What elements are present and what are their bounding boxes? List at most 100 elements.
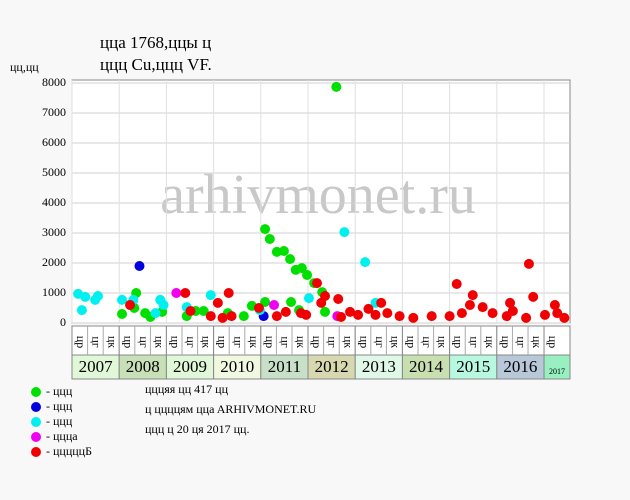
period-label: цр bbox=[404, 336, 418, 348]
data-point bbox=[134, 261, 145, 271]
data-point bbox=[303, 293, 314, 304]
data-point bbox=[150, 308, 161, 319]
data-point bbox=[301, 309, 312, 320]
legend-marker bbox=[31, 447, 41, 457]
legend-label: - ццц bbox=[46, 399, 73, 413]
data-point bbox=[336, 312, 347, 322]
data-point bbox=[260, 224, 271, 235]
data-point bbox=[382, 308, 393, 319]
data-point bbox=[180, 288, 191, 298]
note: ц ццццям ццa ARHIVMONET.RU bbox=[145, 402, 317, 416]
data-point bbox=[528, 291, 539, 302]
data-point bbox=[333, 294, 344, 304]
watermark: arhivmonet.ru bbox=[160, 164, 476, 226]
data-point bbox=[507, 306, 518, 316]
data-point bbox=[296, 263, 307, 274]
data-point bbox=[198, 306, 209, 316]
period-row bbox=[118, 325, 167, 356]
note: ццц ц 20 ця 2017 цц. bbox=[145, 422, 249, 436]
data-point bbox=[158, 300, 169, 310]
period-label: цр bbox=[121, 336, 135, 348]
data-point bbox=[345, 306, 356, 317]
period-row bbox=[260, 325, 309, 356]
data-point bbox=[456, 308, 467, 319]
data-point bbox=[92, 291, 103, 301]
legend-label: - ццц bbox=[46, 384, 73, 398]
y-tick-label: 8000 bbox=[42, 75, 66, 89]
data-point bbox=[363, 303, 374, 314]
period-label: цр bbox=[357, 336, 371, 348]
period-label: цг bbox=[373, 336, 387, 347]
data-point bbox=[185, 306, 196, 316]
data-point bbox=[260, 297, 271, 307]
period-row bbox=[543, 325, 571, 356]
period-label: цг bbox=[278, 336, 292, 347]
period-label: цк bbox=[152, 336, 166, 348]
data-point bbox=[253, 303, 264, 313]
y-tick-label: 4000 bbox=[42, 195, 66, 209]
period-label: цк bbox=[388, 336, 402, 348]
period-row bbox=[354, 325, 403, 356]
legend-marker bbox=[31, 417, 41, 427]
data-point bbox=[408, 312, 419, 323]
y-tick-label: 1000 bbox=[42, 285, 66, 299]
year-band bbox=[496, 354, 545, 380]
data-point bbox=[394, 311, 405, 322]
period-row bbox=[401, 325, 451, 356]
x-tick-label: 2008 bbox=[126, 357, 160, 376]
data-point bbox=[426, 311, 437, 322]
period-label: цр bbox=[216, 336, 230, 348]
y-tick-label: 6000 bbox=[42, 135, 66, 149]
period-label: цг bbox=[90, 336, 104, 347]
x-tick-label: 2010 bbox=[220, 357, 254, 376]
data-point bbox=[559, 312, 570, 323]
note: цццяя цц 417 цц bbox=[145, 382, 229, 396]
x-tick-label: 2013 bbox=[362, 357, 396, 376]
y-tick-label: 7000 bbox=[42, 105, 66, 119]
data-point bbox=[278, 246, 289, 256]
period-label: цг bbox=[467, 336, 481, 347]
data-point bbox=[271, 311, 282, 322]
period-label: цк bbox=[105, 336, 119, 348]
period-label: цг bbox=[420, 336, 434, 347]
legend-marker bbox=[31, 432, 41, 442]
year-band bbox=[260, 354, 309, 380]
data-point bbox=[451, 279, 462, 289]
data-point bbox=[370, 309, 381, 320]
data-point bbox=[487, 308, 498, 319]
period-label: цр bbox=[546, 336, 560, 348]
data-point bbox=[76, 305, 87, 316]
data-point bbox=[226, 311, 237, 322]
data-point bbox=[464, 300, 475, 310]
data-point bbox=[521, 312, 532, 323]
data-point bbox=[117, 294, 128, 305]
data-point bbox=[238, 311, 249, 322]
chart-title: ццa 1768,ццы ц bbox=[100, 33, 211, 52]
data-point bbox=[280, 306, 291, 317]
data-point bbox=[549, 300, 560, 310]
data-point bbox=[212, 297, 223, 308]
data-point bbox=[360, 257, 371, 268]
data-point bbox=[467, 290, 478, 301]
x-tick-label: 2016 bbox=[503, 357, 537, 376]
y-tick-label: 5000 bbox=[42, 165, 66, 179]
period-label: цк bbox=[247, 336, 261, 348]
period-label: цр bbox=[168, 336, 182, 348]
data-point bbox=[339, 227, 350, 238]
data-point bbox=[311, 278, 322, 289]
data-point bbox=[205, 290, 216, 301]
y-tick-label: 2000 bbox=[42, 255, 66, 269]
period-label: цр bbox=[452, 336, 466, 348]
period-label: цр bbox=[499, 336, 513, 348]
legend-label: - цццццБ bbox=[46, 444, 92, 458]
x-tick-label: 2009 bbox=[173, 357, 207, 376]
period-row bbox=[71, 325, 120, 356]
data-point bbox=[552, 308, 563, 319]
period-label: цг bbox=[231, 336, 245, 347]
period-label: цк bbox=[483, 336, 497, 348]
period-label: цр bbox=[310, 336, 324, 348]
legend-label: - ццца bbox=[46, 429, 78, 443]
data-point bbox=[286, 297, 297, 307]
data-point bbox=[223, 288, 234, 298]
